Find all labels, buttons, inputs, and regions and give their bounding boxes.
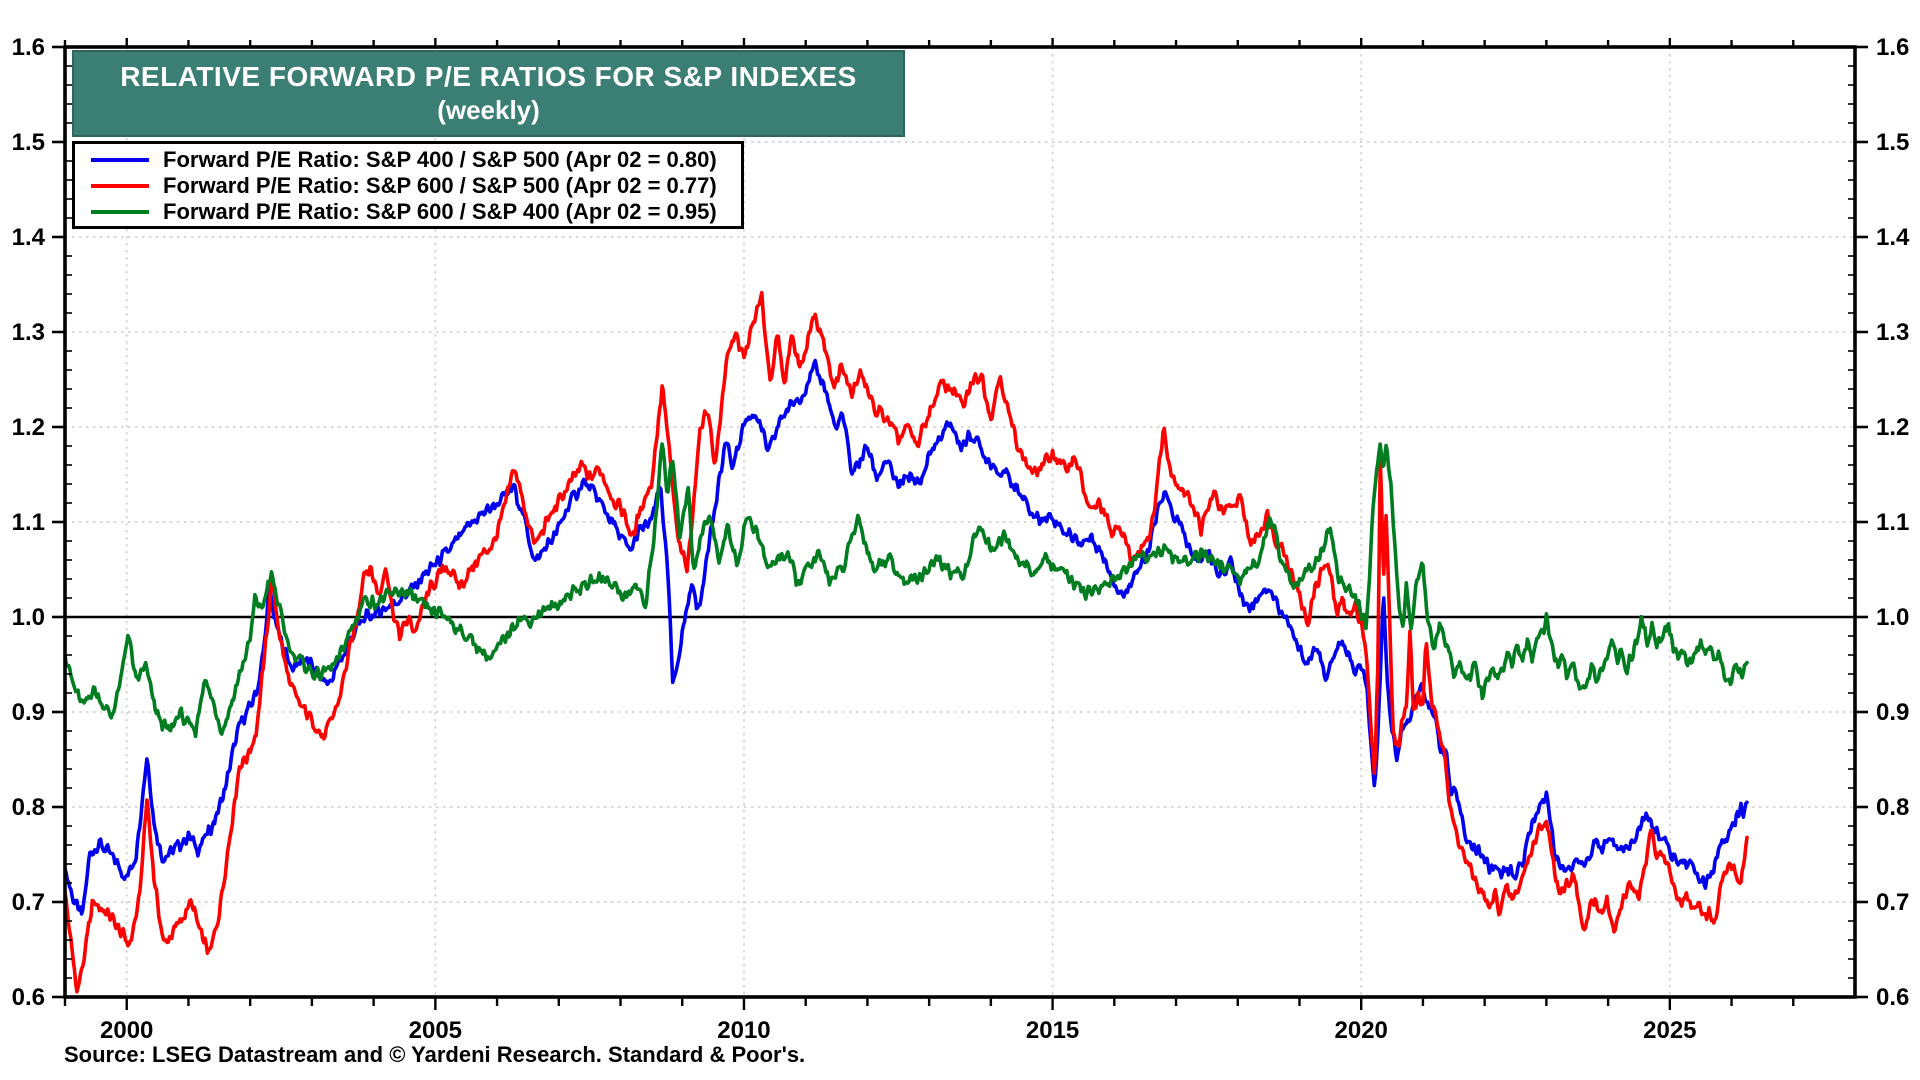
legend-item-sp400-sp500: Forward P/E Ratio: S&P 400 / S&P 500 (Ap… (75, 147, 741, 173)
legend-label: Forward P/E Ratio: S&P 600 / S&P 400 (Ap… (163, 199, 717, 224)
x-axis-label: 2005 (409, 1017, 462, 1044)
y-axis-label-left: 0.9 (12, 699, 45, 726)
y-axis-label-right: 1.4 (1876, 224, 1910, 251)
y-axis-label-left: 1.2 (12, 414, 45, 441)
chart-title: RELATIVE FORWARD P/E RATIOS FOR S&P INDE… (120, 61, 857, 93)
y-axis-label-right: 1.5 (1876, 129, 1909, 156)
x-axis-label: 2010 (717, 1017, 770, 1044)
y-axis-label-left: 0.7 (12, 889, 45, 916)
y-axis-label-right: 0.9 (1876, 699, 1909, 726)
y-axis-label-right: 0.8 (1876, 794, 1909, 821)
legend-item-sp600-sp500: Forward P/E Ratio: S&P 600 / S&P 500 (Ap… (75, 173, 741, 199)
y-axis-label-right: 1.6 (1876, 34, 1909, 61)
y-axis-label-left: 1.4 (12, 224, 46, 251)
legend: Forward P/E Ratio: S&P 400 / S&P 500 (Ap… (72, 141, 744, 229)
source-note: Source: LSEG Datastream and © Yardeni Re… (64, 1042, 806, 1067)
x-axis-label: 2000 (100, 1017, 153, 1044)
legend-line-green-icon (91, 210, 149, 214)
y-axis-label-right: 1.2 (1876, 414, 1909, 441)
legend-label: Forward P/E Ratio: S&P 400 / S&P 500 (Ap… (163, 147, 717, 172)
y-axis-label-right: 0.7 (1876, 889, 1909, 916)
chart-title-box: RELATIVE FORWARD P/E RATIOS FOR S&P INDE… (72, 50, 905, 137)
y-axis-label-left: 0.8 (12, 794, 45, 821)
y-axis-label-left: 1.5 (12, 129, 45, 156)
legend-item-sp600-sp400: Forward P/E Ratio: S&P 600 / S&P 400 (Ap… (75, 199, 741, 225)
y-axis-label-right: 1.0 (1876, 604, 1909, 631)
y-axis-label-left: 1.3 (12, 319, 45, 346)
y-axis-label-left: 0.6 (12, 984, 45, 1011)
y-axis-label-left: 1.0 (12, 604, 45, 631)
y-axis-label-right: 1.1 (1876, 509, 1909, 536)
legend-label: Forward P/E Ratio: S&P 600 / S&P 500 (Ap… (163, 173, 717, 198)
y-axis-label-left: 1.1 (12, 509, 45, 536)
legend-line-blue-icon (91, 158, 149, 162)
series-line-sp400-over-sp500 (65, 358, 1749, 916)
series-line-sp600-over-sp400 (65, 442, 1749, 739)
y-axis-label-right: 1.3 (1876, 319, 1909, 346)
x-axis-label: 2025 (1643, 1017, 1696, 1044)
y-axis-label-right: 0.6 (1876, 984, 1909, 1011)
legend-line-red-icon (91, 184, 149, 188)
series-line-sp600-over-sp500 (65, 290, 1749, 994)
x-axis-label: 2015 (1026, 1017, 1079, 1044)
x-axis-label: 2020 (1335, 1017, 1388, 1044)
chart-subtitle: (weekly) (437, 95, 540, 126)
y-axis-label-left: 1.6 (12, 34, 45, 61)
